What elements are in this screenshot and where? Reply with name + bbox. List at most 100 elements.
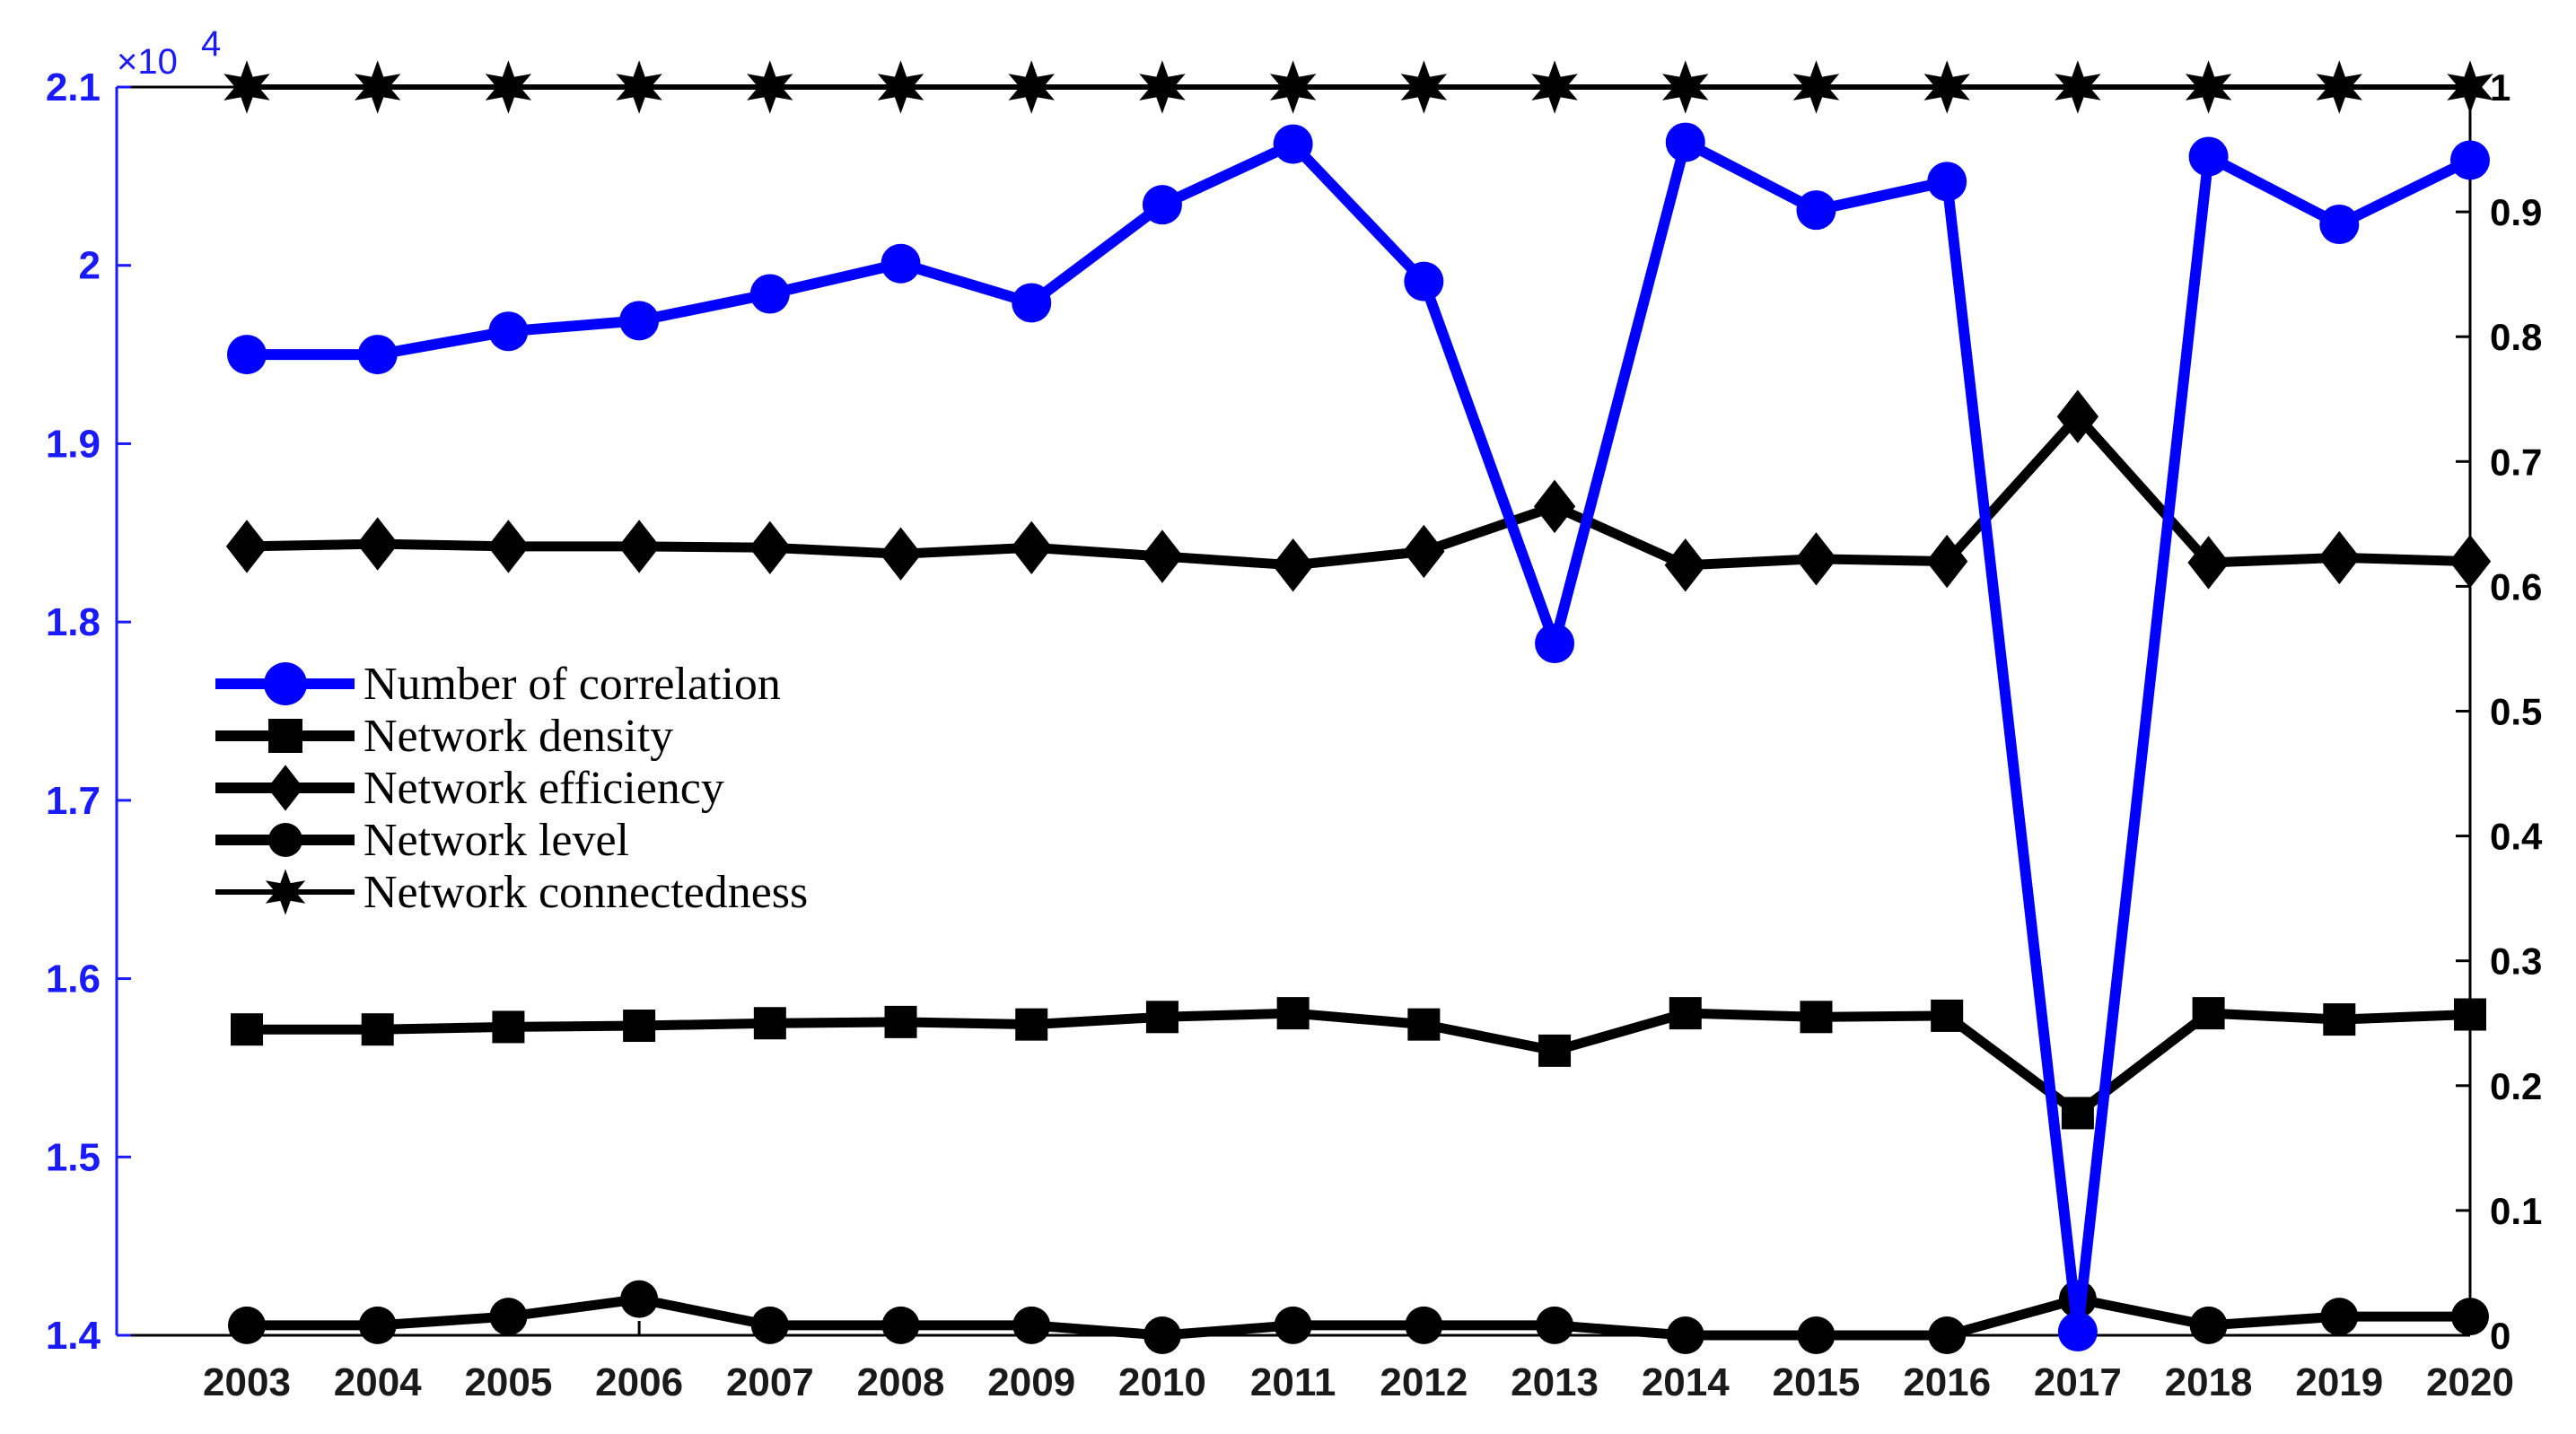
right-tick-label: 1	[2490, 66, 2510, 109]
data-point	[749, 520, 791, 574]
data-point	[2447, 60, 2493, 114]
data-point	[1142, 185, 1182, 225]
data-point	[2320, 1298, 2359, 1336]
series-4	[223, 60, 2493, 114]
data-point	[358, 1306, 397, 1344]
x-tick-label: 2019	[2295, 1360, 2383, 1404]
x-tick-label: 2006	[595, 1360, 683, 1404]
data-point	[1012, 283, 1052, 323]
x-tick-label: 2011	[1250, 1360, 1336, 1404]
data-point	[2185, 60, 2232, 114]
data-point	[2057, 1312, 2098, 1352]
data-point	[2056, 389, 2099, 443]
x-tick-label: 2020	[2426, 1360, 2514, 1404]
data-point	[1792, 60, 1840, 114]
data-point	[225, 520, 268, 573]
data-point	[877, 60, 924, 114]
data-point	[2323, 1003, 2356, 1036]
data-point	[750, 1306, 789, 1344]
data-point	[489, 1298, 528, 1336]
data-point	[880, 527, 922, 581]
data-point	[1405, 1306, 1443, 1344]
data-point	[1800, 1001, 1833, 1034]
x-tick-label: 2018	[2165, 1360, 2253, 1404]
left-axis-exponent-power: 4	[201, 24, 221, 64]
series-2	[225, 389, 2492, 592]
data-point	[356, 517, 399, 571]
data-point	[1143, 1316, 1181, 1354]
data-point	[619, 301, 660, 341]
series-line	[246, 411, 2471, 571]
data-point	[2451, 1298, 2489, 1336]
data-point	[616, 60, 662, 114]
right-tick-label: 0.5	[2490, 691, 2542, 733]
left-tick-label: 1.9	[46, 422, 101, 466]
right-tick-label: 0.2	[2490, 1065, 2542, 1107]
data-point	[2189, 1306, 2228, 1344]
data-point	[623, 1010, 656, 1043]
data-point	[753, 1007, 786, 1040]
left-tick-label: 1.7	[46, 779, 101, 823]
series-line	[247, 136, 2473, 1337]
data-point	[1008, 60, 1055, 114]
x-tick-label: 2013	[1511, 1360, 1599, 1404]
data-point	[1531, 60, 1578, 114]
right-tick-label: 0	[2490, 1315, 2510, 1357]
data-point	[1535, 623, 1575, 663]
data-point	[1269, 60, 1317, 114]
data-point	[1665, 122, 1705, 162]
legend-label: Network density	[364, 711, 673, 762]
left-axis-exponent: ×10	[117, 42, 178, 82]
x-tick-label: 2004	[334, 1360, 422, 1404]
data-point	[2316, 60, 2362, 114]
data-point	[355, 60, 401, 114]
x-tick-label: 2012	[1380, 1360, 1468, 1404]
legend-marker	[268, 823, 302, 857]
data-point	[1011, 520, 1053, 574]
data-point	[2187, 536, 2230, 590]
data-point	[487, 520, 530, 573]
data-point	[1538, 1034, 1572, 1067]
data-point	[228, 1306, 266, 1344]
legend-marker	[267, 765, 304, 811]
series-layer	[223, 60, 2493, 1354]
data-point	[1276, 997, 1310, 1030]
left-tick-label: 2	[79, 244, 101, 288]
data-point	[1669, 997, 1702, 1030]
data-point	[361, 1013, 394, 1046]
data-point	[2449, 534, 2492, 589]
x-tick-label: 2015	[1773, 1360, 1861, 1404]
data-point	[1795, 532, 1837, 586]
data-point	[1928, 1316, 1967, 1354]
data-point	[1796, 190, 1836, 231]
series-line	[247, 1008, 2471, 1118]
right-tick-label: 0.1	[2490, 1190, 2542, 1232]
x-tick-label: 2007	[726, 1360, 814, 1404]
series-3	[228, 1280, 2489, 1354]
data-point	[1273, 124, 1313, 164]
data-point	[2061, 1097, 2094, 1130]
x-tick-label: 2016	[1903, 1360, 1991, 1404]
data-point	[884, 1005, 917, 1038]
left-tick-label: 1.4	[46, 1314, 101, 1358]
data-point	[2188, 136, 2229, 177]
legend-marker	[268, 719, 302, 753]
data-point	[1141, 529, 1184, 583]
left-tick-label: 2.1	[46, 66, 101, 109]
left-tick-label: 1.6	[46, 957, 101, 1001]
legend-label: Network connectedness	[364, 867, 808, 918]
legend-label: Network efficiency	[364, 763, 724, 814]
data-point	[2055, 60, 2101, 114]
axes: 1.4 1.5 1.6 1.7 1.8 1.9 2 2.1 ×10 4 0 0.1 0.2 0.3 0.4 0…	[46, 24, 2543, 1404]
data-point	[2318, 530, 2361, 585]
data-point	[223, 60, 270, 114]
data-point	[1015, 1008, 1048, 1041]
data-point	[1139, 60, 1186, 114]
data-point	[1923, 60, 1970, 114]
legend-entry: Network level	[215, 815, 629, 866]
x-tick-label: 2008	[857, 1360, 945, 1404]
legend-marker	[264, 662, 307, 705]
x-tick-label: 2003	[203, 1360, 291, 1404]
